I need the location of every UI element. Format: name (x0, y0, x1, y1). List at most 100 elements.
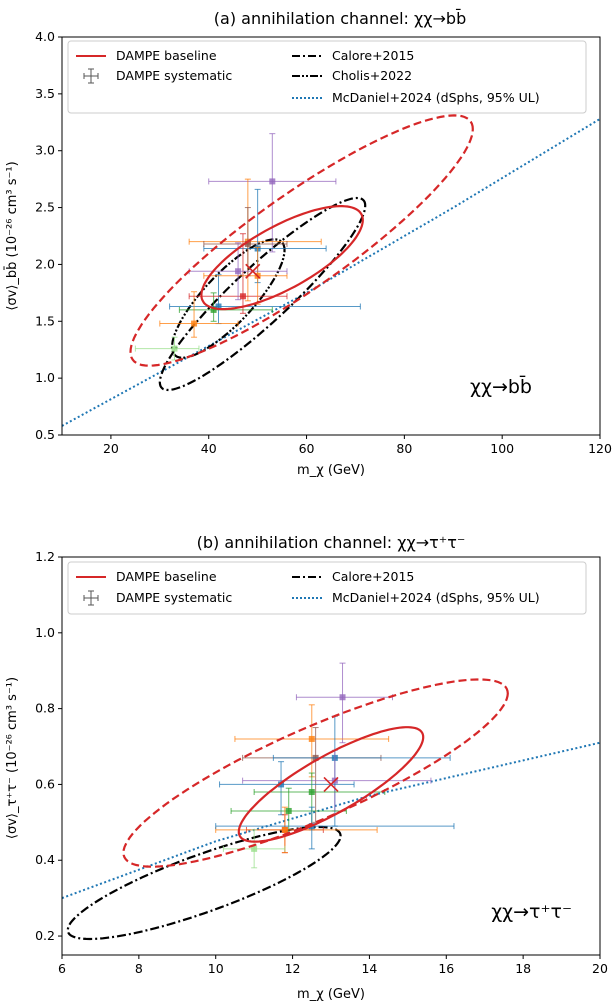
panel-b-x-tick-label: 10 (208, 961, 224, 976)
panel-b-legend: DAMPE baseline DAMPE systematic Calore+2… (67, 561, 587, 615)
panel-a-x-tick-label: 40 (201, 441, 217, 456)
panel-b: (b) annihilation channel: χχ→τ⁺τ⁻ ⟨σv⟩_τ… (5, 533, 608, 1002)
panel-b-systematic-point (295, 662, 393, 744)
panel-a-y-tick-label: 3.0 (35, 143, 55, 158)
legend-a-calore-2015-label: Calore+2015 (332, 48, 414, 63)
panel-a-systematic-marker (191, 320, 198, 327)
legend-a-dampe-systematic-swatch (83, 68, 99, 84)
legend-a-dampe-systematic: DAMPE systematic (83, 68, 232, 84)
panel-b-plot-area (62, 662, 600, 941)
panel-a-y-axis-label: ⟨σv⟩_bb̄ (10⁻²⁶ cm³ s⁻¹) (5, 161, 20, 310)
panel-b-y-tick-label: 0.8 (35, 701, 55, 716)
panel-a-systematic-point (169, 274, 361, 325)
panel-b-systematic-marker (251, 845, 258, 852)
panel-a-x-tick-label: 80 (396, 441, 412, 456)
legend-a-cholis-2022-label: Cholis+2022 (332, 68, 412, 83)
panel-a-systematic-marker (235, 268, 242, 275)
panel-a-mcdaniel-ul-line (62, 118, 600, 427)
panel-a-systematic-marker (239, 293, 246, 300)
panel-b-systematic-marker (308, 789, 315, 796)
panel-a-systematic-marker (171, 345, 178, 352)
panel-a-systematic-point (178, 292, 273, 322)
panel-a-x-axis-label: m_χ (GeV) (297, 463, 365, 478)
panel-b-systematic-marker (281, 826, 288, 833)
panel-b-x-tick-label: 14 (361, 961, 377, 976)
panel-b-frame (61, 556, 601, 956)
panel-b-systematic-marker (278, 781, 285, 788)
panel-b-dampe-baseline-outer-contour (122, 678, 509, 868)
panel-a-x-tick-label: 120 (588, 441, 612, 456)
panel-a-systematic-point (208, 133, 337, 253)
panel-b-x-tick-label: 18 (515, 961, 531, 976)
panel-a-systematic-marker (215, 303, 222, 310)
panel-b-title: (b) annihilation channel: χχ→τ⁺τ⁻ (197, 533, 466, 552)
legend-b-calore-2015: Calore+2015 (292, 569, 414, 584)
panel-b-channel-label: χχ→τ⁺τ⁻ (491, 901, 572, 923)
panel-b-best-fit-marker (323, 776, 339, 792)
panel-b-y-tick-label: 0.2 (35, 928, 55, 943)
panel-b-systematic-marker (285, 807, 292, 814)
panel-b-x-tick-label: 8 (135, 961, 143, 976)
legend-b-dampe-systematic-label: DAMPE systematic (116, 590, 232, 605)
panel-a-plot-area (62, 114, 600, 427)
panel-a-legend-box (67, 40, 587, 114)
panel-a-y-tick-label: 3.5 (35, 86, 55, 101)
panel-a-y-tick-label: 4.0 (35, 29, 55, 44)
panel-b-systematic-point (253, 772, 386, 831)
panel-b-y-tick-label: 1.2 (35, 549, 55, 564)
panel-b-y-axis-label: ⟨σv⟩_τ⁺τ⁻ (10⁻²⁶ cm³ s⁻¹) (5, 677, 20, 839)
legend-a-dampe-baseline-label: DAMPE baseline (116, 48, 217, 63)
panel-b-y-tick-label: 1.0 (35, 625, 55, 640)
legend-a-calore-2015: Calore+2015 (292, 48, 414, 63)
panel-a-ticks: 20 40 60 80 100 120 0.5 1.0 1.5 2.0 2.5 3.0 3.5 4.0 (35, 29, 612, 456)
panel-a-systematic-point (159, 291, 239, 338)
panel-a-y-tick-label: 2.0 (35, 256, 55, 271)
panel-b-x-tick-label: 12 (285, 961, 301, 976)
panel-a-frame (61, 36, 601, 436)
panel-b-calore-contour (66, 825, 342, 941)
legend-b-dampe-baseline: DAMPE baseline (76, 569, 217, 584)
legend-b-calore-2015-label: Calore+2015 (332, 569, 414, 584)
legend-a-cholis-2022: Cholis+2022 (292, 68, 412, 83)
panel-a-y-tick-label: 0.5 (35, 427, 55, 442)
legend-b-mcdaniel-2024: McDaniel+2024 (dSphs, 95% UL) (292, 590, 540, 605)
panel-a-systematic-marker (210, 306, 217, 313)
panel-b-x-tick-label: 20 (592, 961, 608, 976)
panel-b-systematic-marker (339, 694, 346, 701)
legend-a-dampe-baseline: DAMPE baseline (76, 48, 217, 63)
panel-a-dampe-baseline-inner-contour (200, 205, 364, 311)
panel-b-mcdaniel-ul-line (62, 741, 600, 900)
panel-a-best-fit-marker (245, 263, 261, 279)
panel-a-y-tick-label: 1.5 (35, 313, 55, 328)
panel-a-legend: DAMPE baseline DAMPE systematic Calore+2… (67, 40, 587, 114)
legend-b-dampe-systematic-swatch (83, 590, 99, 606)
panel-a-systematic-marker (244, 240, 251, 247)
panel-b-systematic-marker (308, 735, 315, 742)
legend-b-mcdaniel-2024-label: McDaniel+2024 (dSphs, 95% UL) (332, 590, 540, 605)
legend-a-mcdaniel-2024: McDaniel+2024 (dSphs, 95% UL) (292, 90, 540, 105)
panel-a-y-tick-label: 2.5 (35, 200, 55, 215)
panel-a-calore-contour (158, 196, 367, 392)
panel-b-y-tick-label: 0.4 (35, 852, 55, 867)
panel-a: (a) annihilation channel: χχ→bb̄ ⟨σv⟩_bb… (5, 9, 612, 478)
panel-b-x-tick-label: 6 (58, 961, 66, 976)
panel-b-y-tick-label: 0.6 (35, 776, 55, 791)
panel-b-x-axis-label: m_χ (GeV) (297, 987, 365, 1002)
panel-a-x-tick-label: 100 (490, 441, 514, 456)
legend-b-dampe-systematic: DAMPE systematic (83, 590, 232, 606)
panel-a-x-tick-label: 60 (299, 441, 315, 456)
legend-b-dampe-baseline-label: DAMPE baseline (116, 569, 217, 584)
panel-b-dampe-baseline-inner-contour (237, 726, 425, 843)
panel-a-channel-label: χχ→bb̄ (470, 374, 532, 398)
panel-b-legend-box (67, 561, 587, 615)
panel-a-y-tick-label: 1.0 (35, 370, 55, 385)
panel-a-systematic-marker (269, 178, 276, 185)
panel-b-x-tick-label: 16 (438, 961, 454, 976)
panel-a-title: (a) annihilation channel: χχ→bb̄ (214, 9, 466, 28)
panel-b-ticks: 6 8 10 12 14 16 18 20 0.2 0.4 0.6 0.8 1.0 1.2 (35, 549, 608, 976)
legend-a-mcdaniel-2024-label: McDaniel+2024 (dSphs, 95% UL) (332, 90, 540, 105)
panel-a-x-tick-label: 20 (103, 441, 119, 456)
legend-a-dampe-systematic-label: DAMPE systematic (116, 68, 232, 83)
panel-a-dampe-baseline-outer-contour (129, 114, 474, 367)
